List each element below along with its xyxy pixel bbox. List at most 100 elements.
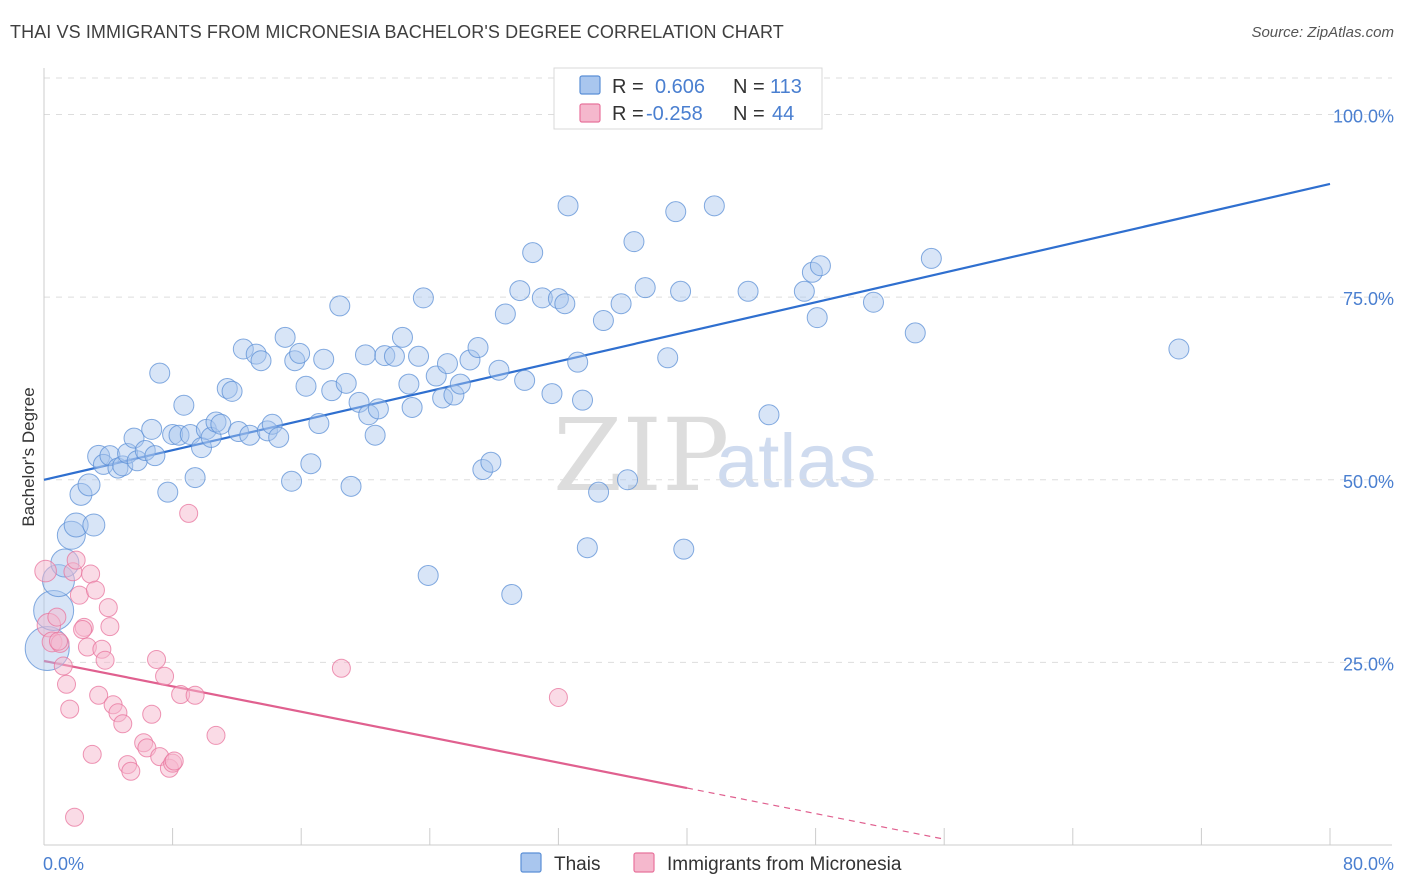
point-micronesia-17 <box>89 685 109 705</box>
point-thais-11 <box>99 445 121 467</box>
point-thais-100 <box>703 195 725 217</box>
series-thais <box>24 195 1190 672</box>
point-micronesia-5 <box>53 656 73 676</box>
point-micronesia-14 <box>81 564 101 584</box>
point-thais-23 <box>168 424 190 446</box>
point-thais-78 <box>501 583 523 605</box>
point-thais-74 <box>472 459 494 481</box>
chart-title: THAI VS IMMIGRANTS FROM MICRONESIA BACHE… <box>10 22 784 42</box>
point-thais-8 <box>82 513 106 537</box>
point-thais-86 <box>557 195 579 217</box>
point-thais-19 <box>144 445 166 467</box>
point-micronesia-20 <box>98 598 118 618</box>
gridlines <box>44 77 1392 663</box>
point-thais-98 <box>670 280 692 302</box>
point-thais-94 <box>623 231 645 253</box>
point-thais-35 <box>232 338 254 360</box>
point-thais-34 <box>228 421 250 443</box>
point-micronesia-16 <box>85 580 105 600</box>
point-thais-57 <box>364 424 386 446</box>
point-thais-49 <box>313 348 335 370</box>
point-thais-13 <box>112 455 134 477</box>
series-micronesia <box>34 503 568 827</box>
point-micronesia-43 <box>73 620 93 640</box>
point-thais-58 <box>367 398 389 420</box>
point-thais-105 <box>809 255 831 277</box>
point-thais-26 <box>184 467 206 489</box>
point-micronesia-21 <box>100 617 120 637</box>
point-micronesia-42 <box>48 631 68 651</box>
point-thais-62 <box>398 373 420 395</box>
point-thais-87 <box>567 351 589 373</box>
point-thais-79 <box>509 280 531 302</box>
y-tick-labels: 25.0% 50.0% 75.0% 100.0% <box>1333 107 1394 675</box>
point-thais-36 <box>239 424 261 446</box>
point-thais-33 <box>221 380 243 402</box>
point-thais-109 <box>920 247 942 269</box>
watermark-atlas: atlas <box>716 419 877 504</box>
point-thais-66 <box>417 564 439 586</box>
point-thais-46 <box>295 375 317 397</box>
point-thais-55 <box>355 344 376 366</box>
axes <box>43 68 1392 846</box>
legend-label-micronesia: Immigrants from Micronesia <box>667 854 902 875</box>
point-thais-92 <box>610 293 632 315</box>
point-thais-83 <box>541 383 563 405</box>
legend-swatch-micronesia <box>633 852 655 873</box>
y-tick-label-3: 100.0% <box>1333 107 1394 127</box>
point-thais-95 <box>634 277 656 299</box>
point-thais-61 <box>391 326 413 348</box>
stats-r-label-micronesia: R = <box>612 103 644 125</box>
point-thais-18 <box>141 418 163 440</box>
legend-swatch-thais <box>520 852 542 873</box>
point-thais-17 <box>134 440 156 462</box>
point-thais-43 <box>281 470 303 492</box>
point-thais-107 <box>862 291 884 313</box>
point-thais-6 <box>69 482 93 506</box>
point-thais-65 <box>412 287 434 309</box>
y-tick-label-0: 25.0% <box>1343 654 1394 674</box>
point-micronesia-40 <box>331 658 351 678</box>
point-thais-82 <box>531 287 553 309</box>
stats-n-label-thais: N = <box>733 76 765 98</box>
point-micronesia-6 <box>57 674 77 694</box>
point-micronesia-30 <box>147 649 167 669</box>
point-thais-110 <box>1168 338 1190 360</box>
point-thais-31 <box>210 413 232 435</box>
point-thais-5 <box>63 512 89 538</box>
point-thais-40 <box>261 413 283 435</box>
y-axis-label: Bachelor's Degree <box>19 387 38 526</box>
x-tick-label-max: 80.0% <box>1343 854 1394 874</box>
stats-swatch-thais <box>579 75 601 95</box>
trend-line-micronesia <box>43 659 688 790</box>
point-thais-48 <box>308 413 330 435</box>
stats-r-label-thais: R = <box>612 76 644 98</box>
legend-label-thais: Thais <box>554 854 600 875</box>
point-thais-103 <box>793 280 815 302</box>
point-thais-69 <box>436 353 458 375</box>
point-thais-108 <box>904 322 926 344</box>
point-thais-56 <box>358 404 380 426</box>
stats-n-value-thais: 113 <box>770 76 802 98</box>
point-micronesia-7 <box>60 699 80 719</box>
point-thais-81 <box>522 242 544 264</box>
point-thais-24 <box>173 394 195 416</box>
point-micronesia-15 <box>82 744 102 764</box>
point-micronesia-9 <box>65 807 85 827</box>
point-thais-63 <box>401 396 423 418</box>
point-thais-101 <box>737 280 759 302</box>
point-thais-42 <box>274 326 296 348</box>
stats-n-label-micronesia: N = <box>733 103 765 125</box>
point-thais-93 <box>617 469 639 491</box>
point-micronesia-38 <box>185 685 205 705</box>
point-thais-73 <box>467 337 489 359</box>
point-thais-64 <box>408 345 430 367</box>
point-micronesia-37 <box>179 503 199 523</box>
point-micronesia-3 <box>47 607 67 627</box>
point-thais-38 <box>250 350 272 372</box>
point-thais-91 <box>592 310 614 332</box>
point-thais-41 <box>268 426 290 448</box>
point-thais-22 <box>162 423 184 445</box>
stats-box: R = 0.606 N = 113 R = -0.258 N = 44 <box>553 67 823 130</box>
